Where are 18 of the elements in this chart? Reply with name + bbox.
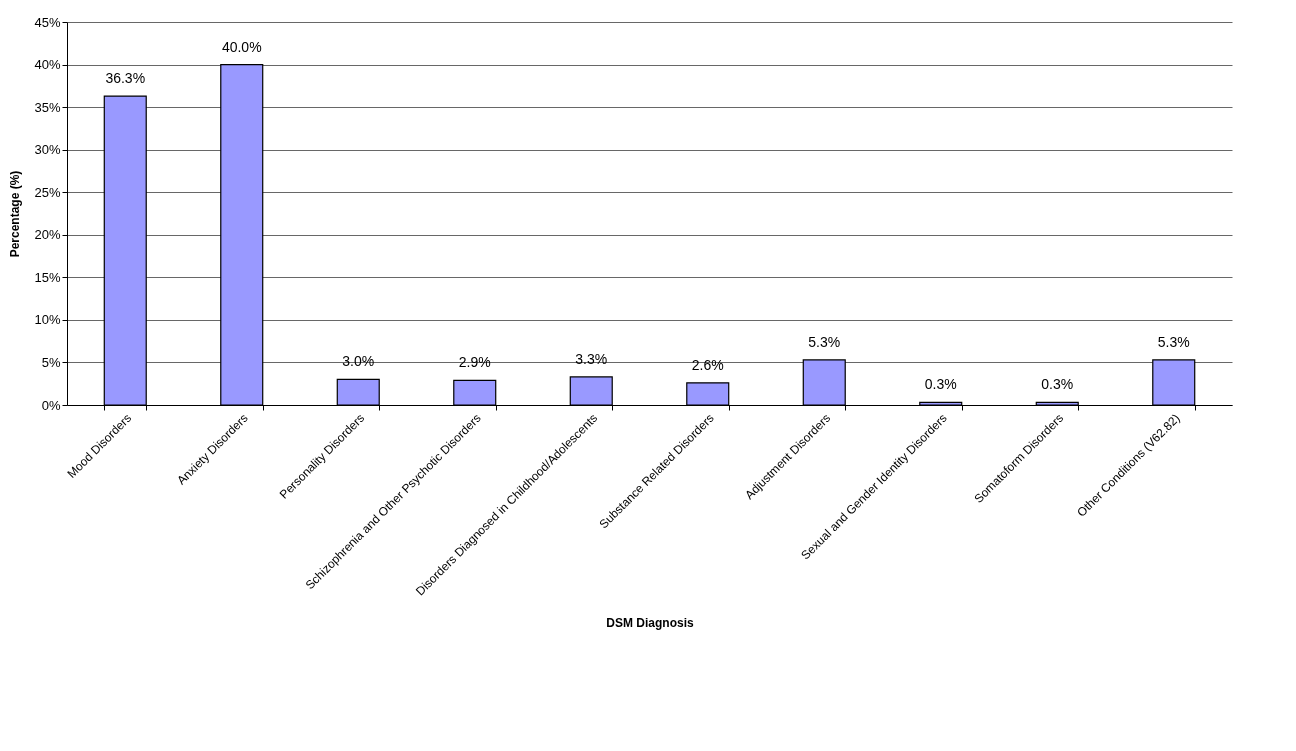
data-label: 5.3% [1157,333,1190,350]
data-label: 36.3% [105,70,146,87]
y-tick-label: 35% [34,99,61,115]
data-label: 0.3% [1041,376,1074,393]
data-label: 5.3% [808,333,841,350]
y-tick-label: 45% [34,14,61,30]
x-axis-title: DSM Diagnosis [606,615,694,630]
y-tick-label: 25% [34,184,61,200]
y-tick-label: 30% [34,142,61,158]
y-tick-label: 10% [34,312,61,328]
y-tick-label: 40% [34,57,61,73]
data-label: 40.0% [221,38,262,55]
data-label: 0.3% [924,376,957,393]
y-tick-label: 0% [41,397,61,413]
y-tick-label: 5% [41,354,61,370]
y-axis-title: Percentage (%) [8,170,23,258]
y-tick-label: 15% [34,269,61,285]
y-tick-label: 20% [34,227,61,243]
